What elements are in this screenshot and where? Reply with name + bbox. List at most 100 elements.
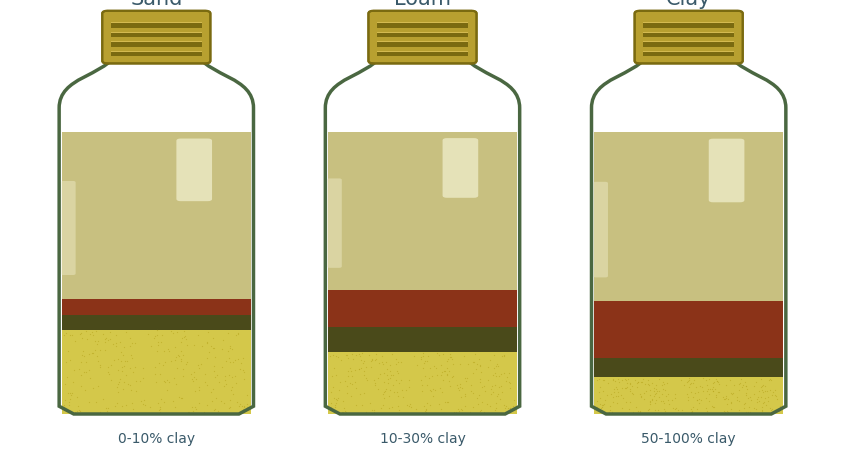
Point — [606, 376, 619, 383]
Point — [402, 377, 415, 384]
Point — [93, 346, 106, 353]
Point — [755, 404, 768, 411]
Point — [390, 367, 403, 374]
Point — [222, 354, 235, 361]
Point — [683, 405, 696, 413]
Point — [207, 344, 220, 351]
Point — [119, 401, 133, 408]
Text: Loam: Loam — [393, 0, 451, 9]
Point — [719, 394, 733, 401]
Point — [436, 367, 450, 374]
Point — [329, 395, 343, 402]
Point — [602, 409, 615, 416]
Point — [754, 408, 767, 415]
Bar — [593, 358, 782, 378]
Point — [767, 392, 781, 399]
Point — [379, 385, 392, 392]
Point — [751, 387, 765, 395]
Point — [632, 408, 646, 415]
Point — [192, 361, 205, 369]
Point — [698, 404, 711, 411]
Point — [615, 395, 629, 402]
Point — [760, 394, 773, 401]
Point — [331, 353, 344, 360]
Point — [435, 368, 448, 375]
Point — [640, 407, 653, 414]
Point — [199, 354, 213, 361]
Point — [695, 387, 709, 395]
Point — [117, 343, 131, 350]
Point — [428, 364, 441, 371]
Point — [219, 373, 232, 380]
Point — [438, 398, 452, 405]
Point — [376, 360, 389, 368]
Point — [706, 378, 720, 385]
Point — [389, 389, 403, 396]
Point — [742, 394, 755, 401]
Point — [738, 399, 751, 406]
Point — [343, 380, 356, 387]
Point — [635, 378, 648, 386]
Point — [195, 342, 208, 350]
Point — [207, 345, 220, 352]
Point — [240, 400, 253, 408]
Point — [492, 372, 506, 379]
Point — [226, 358, 240, 365]
Point — [348, 378, 361, 385]
Point — [68, 408, 82, 415]
Point — [657, 400, 670, 407]
Point — [432, 400, 446, 408]
Point — [738, 392, 752, 399]
Point — [612, 378, 625, 386]
Point — [487, 364, 500, 372]
Point — [225, 383, 239, 390]
Point — [589, 406, 603, 414]
Point — [706, 403, 719, 410]
FancyBboxPatch shape — [592, 182, 607, 277]
Point — [136, 400, 149, 407]
Point — [473, 369, 487, 376]
Point — [701, 375, 715, 382]
Point — [457, 402, 471, 410]
Point — [719, 381, 733, 388]
Point — [210, 372, 224, 379]
Point — [501, 407, 515, 414]
Point — [633, 378, 647, 386]
Point — [484, 382, 498, 390]
Point — [375, 358, 388, 365]
Point — [708, 394, 722, 401]
Point — [657, 405, 670, 413]
Point — [175, 395, 188, 402]
Point — [377, 378, 391, 385]
Point — [419, 399, 433, 406]
Point — [466, 389, 479, 396]
Point — [235, 402, 249, 410]
Point — [769, 395, 782, 402]
Point — [476, 382, 490, 389]
Point — [440, 357, 453, 364]
Point — [747, 382, 760, 390]
Point — [155, 331, 169, 338]
Point — [690, 396, 703, 404]
Point — [123, 342, 137, 349]
Point — [162, 347, 176, 354]
Point — [177, 333, 191, 340]
Point — [418, 373, 431, 380]
Point — [721, 395, 734, 402]
Point — [497, 405, 511, 412]
Point — [630, 378, 644, 386]
Point — [177, 333, 191, 340]
Point — [192, 386, 206, 393]
Point — [366, 408, 380, 415]
Point — [90, 352, 104, 359]
Point — [74, 329, 88, 337]
Point — [602, 403, 615, 410]
Point — [57, 402, 71, 409]
Point — [74, 358, 88, 365]
Point — [200, 340, 214, 347]
Point — [436, 377, 450, 384]
Point — [657, 408, 671, 415]
Point — [176, 372, 190, 379]
Point — [600, 409, 614, 416]
Point — [473, 362, 486, 369]
